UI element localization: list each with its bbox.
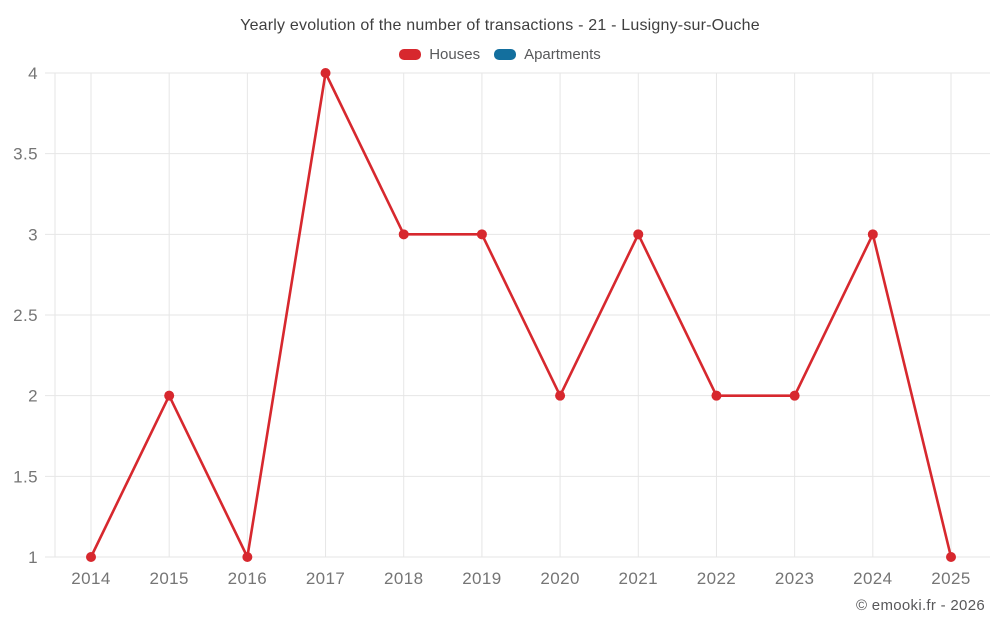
data-point-houses[interactable] bbox=[711, 390, 722, 401]
houses-swatch-icon bbox=[399, 49, 422, 60]
y-axis-tick-label: 4 bbox=[28, 64, 38, 83]
y-axis-tick-label: 2 bbox=[28, 387, 38, 406]
x-axis-tick-label: 2021 bbox=[619, 569, 658, 588]
data-point-houses[interactable] bbox=[555, 390, 566, 401]
y-axis-tick-label: 3 bbox=[28, 225, 38, 244]
y-axis-tick-label: 3.5 bbox=[13, 145, 38, 164]
data-point-houses[interactable] bbox=[867, 229, 878, 240]
x-axis-tick-label: 2017 bbox=[306, 569, 345, 588]
legend: Houses Apartments bbox=[0, 46, 1000, 63]
chart-title: Yearly evolution of the number of transa… bbox=[240, 17, 760, 34]
legend-item-houses[interactable]: Houses bbox=[399, 46, 480, 63]
data-point-houses[interactable] bbox=[320, 68, 331, 78]
legend-item-apartments[interactable]: Apartments bbox=[494, 46, 601, 63]
data-point-houses[interactable] bbox=[398, 229, 409, 240]
data-point-houses[interactable] bbox=[789, 390, 800, 401]
y-axis-tick-label: 1 bbox=[28, 548, 38, 567]
series-line-houses bbox=[89, 71, 953, 559]
data-point-houses[interactable] bbox=[242, 552, 253, 562]
x-axis-tick-label: 2024 bbox=[853, 569, 892, 588]
x-axis-tick-label: 2019 bbox=[462, 569, 501, 588]
x-axis-tick-label: 2023 bbox=[775, 569, 814, 588]
data-point-houses[interactable] bbox=[946, 552, 956, 562]
x-axis-tick-label: 2014 bbox=[71, 569, 110, 588]
x-axis-tick-label: 2018 bbox=[384, 569, 423, 588]
x-axis-tick-label: 2015 bbox=[149, 569, 188, 588]
y-axis-tick-label: 1.5 bbox=[13, 467, 38, 486]
x-axis-tick-label: 2016 bbox=[228, 569, 267, 588]
watermark: © emooki.fr - 2026 bbox=[855, 597, 985, 614]
x-axis-tick-label: 2020 bbox=[540, 569, 579, 588]
data-point-houses[interactable] bbox=[633, 229, 644, 240]
y-axis-tick-label: 2.5 bbox=[13, 306, 38, 325]
data-point-houses[interactable] bbox=[164, 390, 175, 401]
apartments-swatch-icon bbox=[494, 49, 517, 60]
x-axis-tick-label: 2025 bbox=[931, 569, 970, 588]
data-point-houses[interactable] bbox=[86, 552, 96, 562]
x-axis-tick-label: 2022 bbox=[697, 569, 736, 588]
data-point-houses[interactable] bbox=[476, 229, 487, 240]
legend-label-apartments: Apartments bbox=[524, 46, 601, 63]
legend-label-houses: Houses bbox=[429, 46, 481, 63]
